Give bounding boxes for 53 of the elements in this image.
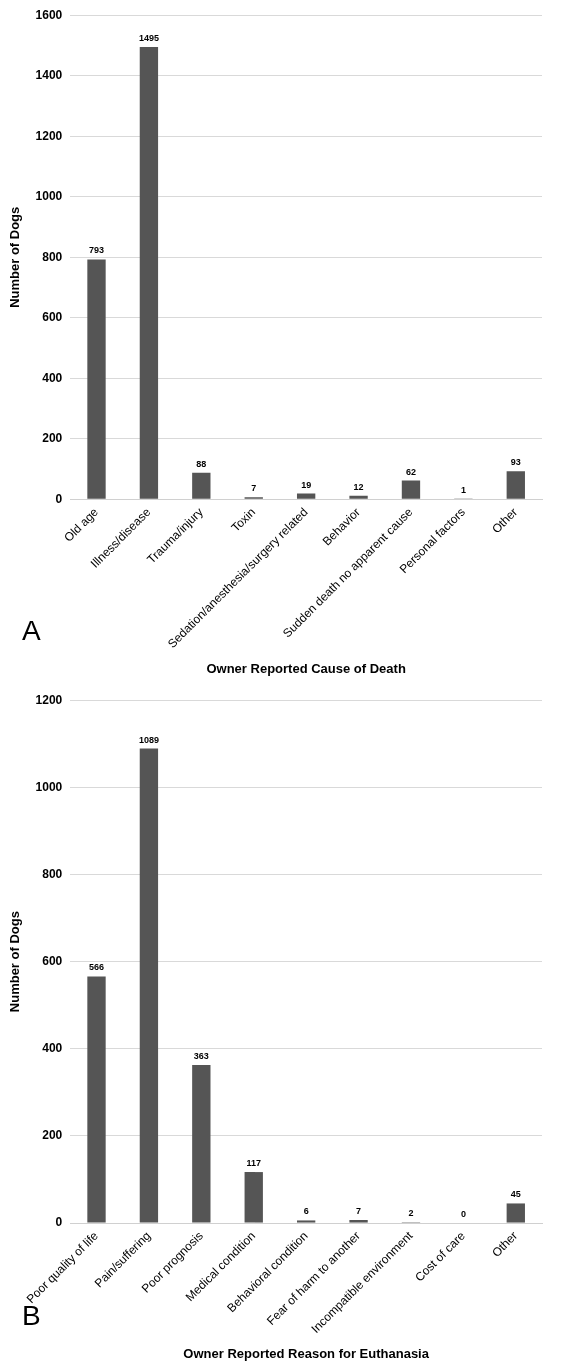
x-axis-title: Owner Reported Cause of Death — [206, 660, 406, 676]
data-label: 88 — [196, 458, 207, 469]
y-tick-label: 600 — [42, 310, 63, 325]
bar — [87, 976, 106, 1223]
y-tick-label: 400 — [42, 1041, 63, 1056]
bar — [506, 471, 525, 499]
data-label: 2 — [408, 1208, 414, 1219]
y-tick-label: 1400 — [35, 68, 63, 83]
bar — [139, 46, 159, 499]
bar — [401, 480, 421, 499]
data-label: 7 — [356, 1205, 362, 1216]
data-label: 93 — [510, 457, 521, 468]
data-label: 566 — [88, 962, 105, 973]
data-label: 117 — [246, 1158, 261, 1169]
data-label: 793 — [88, 245, 105, 256]
data-label: 12 — [353, 481, 364, 492]
y-tick-label: 200 — [42, 1128, 63, 1143]
y-tick-label: 0 — [55, 491, 63, 506]
data-label: 1089 — [138, 734, 159, 745]
data-label: 45 — [510, 1189, 521, 1200]
data-label: 0 — [460, 1209, 466, 1220]
bar — [296, 493, 316, 499]
y-tick-label: 600 — [42, 953, 63, 968]
bar — [244, 1172, 263, 1223]
bar — [139, 748, 159, 1223]
data-label: 62 — [405, 466, 416, 477]
bar — [192, 1064, 211, 1223]
y-tick-label: 800 — [42, 866, 63, 881]
y-tick-label: 400 — [42, 370, 63, 385]
y-tick-label: 1200 — [35, 692, 63, 707]
y-tick-label: 1200 — [35, 128, 63, 143]
data-label: 1495 — [138, 32, 159, 43]
x-axis-title: Owner Reported Reason for Euthanasia — [183, 1345, 430, 1361]
bar — [349, 1220, 368, 1223]
y-axis-title: Number of Dogs — [7, 911, 23, 1013]
data-label: 19 — [301, 479, 312, 490]
y-tick-label: 200 — [42, 431, 63, 446]
y-tick-label: 1000 — [35, 189, 63, 204]
data-label: 7 — [251, 483, 257, 494]
data-label: 6 — [303, 1206, 309, 1217]
y-tick-label: 1000 — [35, 779, 63, 794]
text: A — [22, 615, 41, 647]
bar — [192, 472, 211, 499]
data-label: 1 — [460, 485, 466, 496]
y-tick-label: 0 — [55, 1215, 63, 1230]
bar — [506, 1203, 525, 1223]
data-label: 363 — [193, 1050, 209, 1061]
y-tick-label: 1600 — [35, 7, 63, 22]
y-tick-label: 800 — [42, 249, 63, 264]
bar — [296, 1220, 316, 1223]
y-axis-title: Number of Dogs — [7, 206, 23, 308]
bar — [349, 495, 368, 499]
bar — [87, 259, 106, 499]
